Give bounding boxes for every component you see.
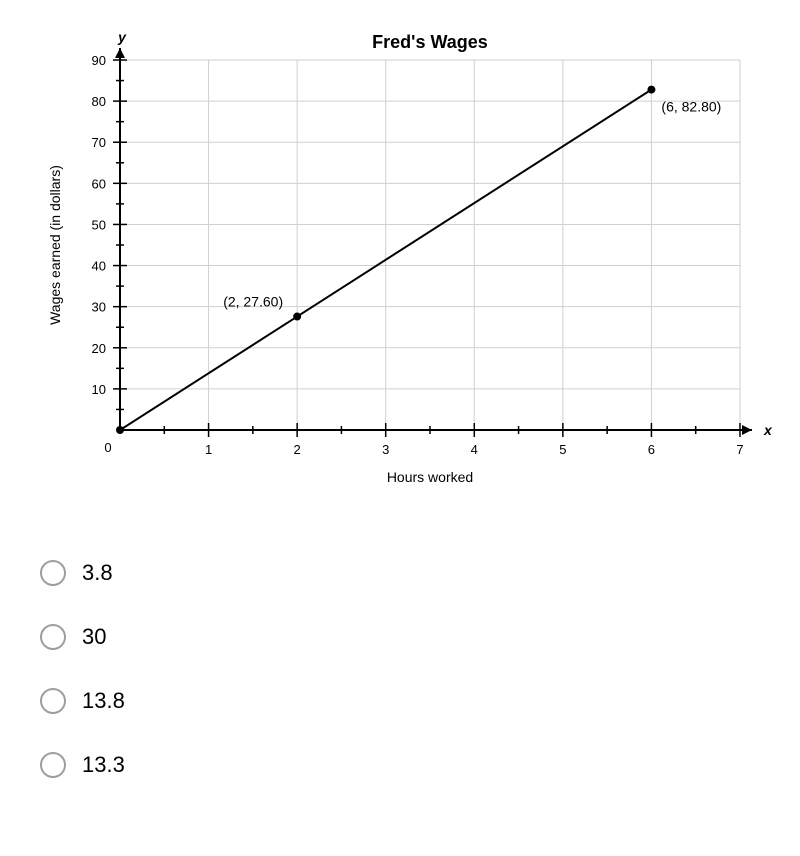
radio-icon <box>40 624 66 650</box>
radio-icon <box>40 560 66 586</box>
option-2[interactable]: 30 <box>40 624 780 650</box>
radio-icon <box>40 688 66 714</box>
option-label: 13.3 <box>82 752 125 778</box>
option-label: 30 <box>82 624 106 650</box>
svg-text:5: 5 <box>559 442 566 457</box>
svg-text:4: 4 <box>471 442 478 457</box>
answer-options: 3.8 30 13.8 13.3 <box>40 560 780 778</box>
option-label: 13.8 <box>82 688 125 714</box>
svg-text:30: 30 <box>92 300 106 315</box>
svg-text:90: 90 <box>92 53 106 68</box>
svg-text:x: x <box>763 422 773 438</box>
svg-text:7: 7 <box>736 442 743 457</box>
svg-text:20: 20 <box>92 341 106 356</box>
svg-text:y: y <box>117 29 127 45</box>
option-label: 3.8 <box>82 560 113 586</box>
svg-text:70: 70 <box>92 135 106 150</box>
radio-icon <box>40 752 66 778</box>
svg-text:40: 40 <box>92 259 106 274</box>
option-3[interactable]: 13.8 <box>40 688 780 714</box>
svg-text:(6, 82.80): (6, 82.80) <box>661 99 721 115</box>
wages-chart: 1 2 3 4 5 6 7 10 20 30 40 50 60 70 80 90 0 y x Fred's Wages… <box>40 20 780 500</box>
svg-text:50: 50 <box>92 217 106 232</box>
svg-text:10: 10 <box>92 382 106 397</box>
svg-text:Wages earned (in dollars): Wages earned (in dollars) <box>47 165 63 325</box>
svg-text:Fred's Wages: Fred's Wages <box>372 32 488 52</box>
svg-text:1: 1 <box>205 442 212 457</box>
option-4[interactable]: 13.3 <box>40 752 780 778</box>
svg-text:(2, 27.60): (2, 27.60) <box>223 294 283 310</box>
svg-text:Hours worked: Hours worked <box>387 469 473 485</box>
svg-text:0: 0 <box>104 440 111 455</box>
chart-svg: 1 2 3 4 5 6 7 10 20 30 40 50 60 70 80 90 0 y x Fred's Wages… <box>40 20 780 500</box>
svg-text:60: 60 <box>92 176 106 191</box>
svg-text:6: 6 <box>648 442 655 457</box>
svg-text:2: 2 <box>294 442 301 457</box>
svg-text:80: 80 <box>92 94 106 109</box>
option-1[interactable]: 3.8 <box>40 560 780 586</box>
svg-text:3: 3 <box>382 442 389 457</box>
